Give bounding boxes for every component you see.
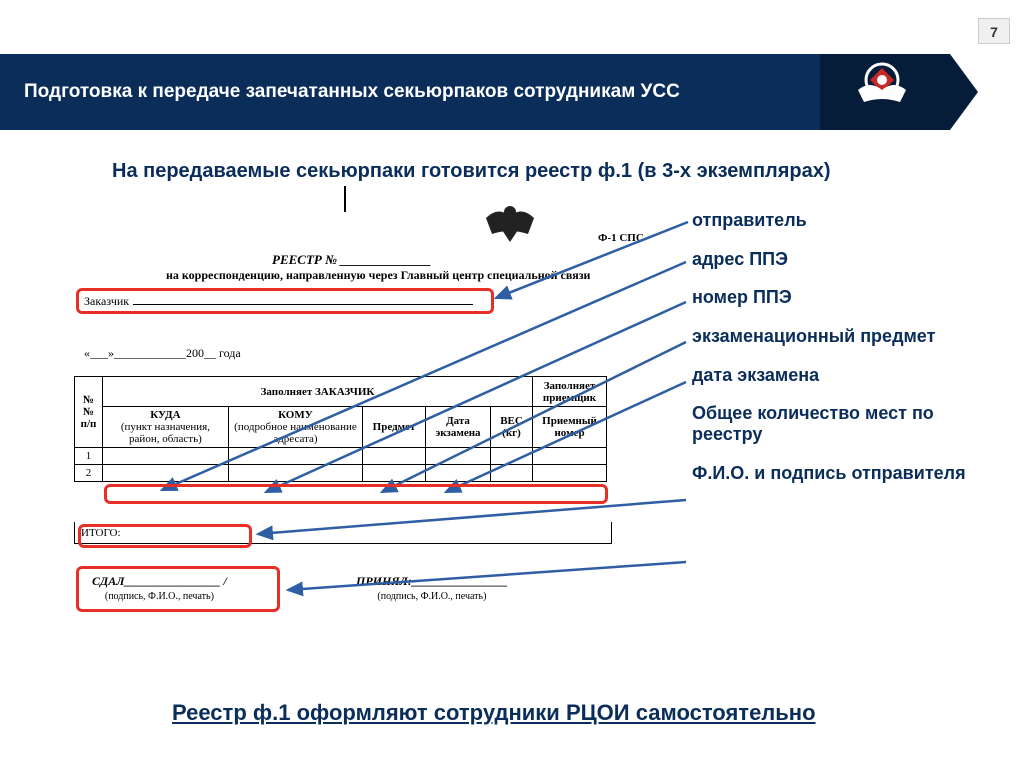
form-table: №№ п/п Заполняет ЗАКАЗЧИК Заполняетприем… xyxy=(74,376,607,482)
callout-num: номер ППЭ xyxy=(692,287,992,308)
table-row: 2 xyxy=(75,465,607,482)
col-where: КУДА(пункт назначения, район, область) xyxy=(103,407,229,448)
header-title: Подготовка к передаче запечатанных секью… xyxy=(24,81,680,103)
col-num: №№ п/п xyxy=(75,377,103,448)
highlight-sdal xyxy=(76,566,280,612)
callout-date: дата экзамена xyxy=(692,365,992,386)
highlight-itogo xyxy=(78,524,252,548)
callout-addr: адрес ППЭ xyxy=(692,249,992,270)
col-customer: Заполняет ЗАКАЗЧИК xyxy=(103,377,533,407)
callout-total: Общее количество мест по реестру xyxy=(692,403,992,444)
callout-fio: Ф.И.О. и подпись отправителя xyxy=(692,463,992,484)
callout-list: отправитель адрес ППЭ номер ППЭ экзамена… xyxy=(692,210,992,502)
bottom-note: Реестр ф.1 оформляют сотрудники РЦОИ сам… xyxy=(172,700,816,726)
col-recvnum-cell: Приемный номер xyxy=(533,407,607,448)
reestr-subtitle: на корреспонденцию, направленную через Г… xyxy=(166,268,590,283)
callout-sender: отправитель xyxy=(692,210,992,231)
table-row: 1 xyxy=(75,448,607,465)
col-receiver: Заполняетприемщик xyxy=(533,377,607,407)
date-field: «___»____________200__ года xyxy=(84,346,241,361)
doc-logo-icon xyxy=(482,200,538,250)
page-number: 7 xyxy=(978,18,1010,44)
subtitle: На передаваемые секьюрпаки готовится рее… xyxy=(112,160,831,183)
highlight-zakazchik xyxy=(76,288,494,314)
cursor-mark xyxy=(344,186,346,212)
col-whom: КОМУ(подробное наименование адресата) xyxy=(228,407,362,448)
slide-header: Подготовка к передаче запечатанных секью… xyxy=(0,54,950,130)
highlight-datarow xyxy=(104,484,608,504)
reestr-title: РЕЕСТР № ______________ xyxy=(272,252,431,268)
header-logo-icon xyxy=(850,60,914,121)
col-weight: ВЕС (кг) xyxy=(491,407,533,448)
col-examdate: Дата экзамена xyxy=(426,407,491,448)
callout-subject: экзаменационный предмет xyxy=(692,326,992,347)
col-subject: Предмет xyxy=(363,407,426,448)
prinyal-field: ПРИНЯЛ:________________ (подпись, Ф.И.О.… xyxy=(356,574,508,602)
f1-label: Ф-1 СПС xyxy=(598,232,644,244)
